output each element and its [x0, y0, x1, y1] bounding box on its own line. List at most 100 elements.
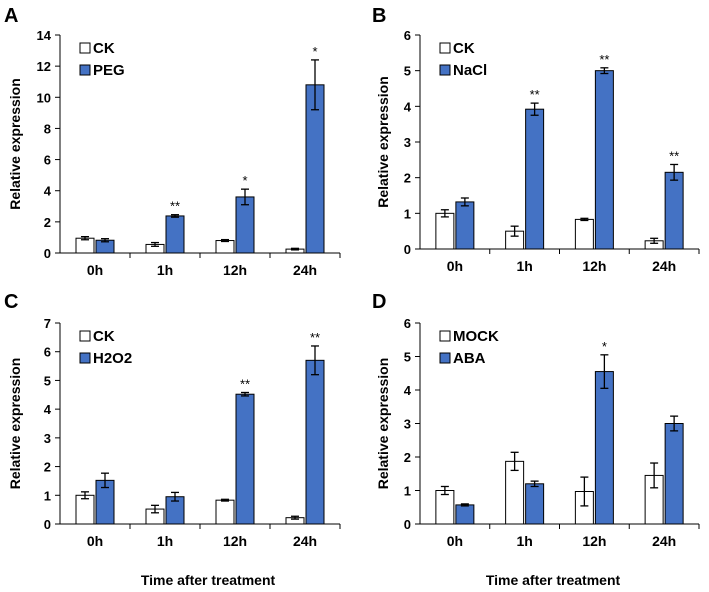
y-tick-label: 0: [44, 517, 51, 532]
y-tick-label: 10: [37, 90, 51, 105]
bar-ck-0h: [75, 494, 95, 525]
y-tick-label: 6: [404, 28, 411, 43]
x-category-label: 1h: [516, 258, 532, 274]
bar-ck-12h: [215, 499, 235, 525]
y-tick-label: 4: [44, 402, 52, 417]
y-tick-label: 3: [44, 431, 51, 446]
y-tick-label: 2: [404, 450, 411, 465]
x-category-label: 0h: [87, 262, 103, 278]
x-category-label: 0h: [87, 533, 103, 549]
legend-label-ck: CK: [93, 40, 115, 57]
x-axis-title-left: Time after treatment: [141, 572, 276, 588]
bar-h2o2-12h: [235, 393, 255, 525]
x-axis-title-right: Time after treatment: [486, 572, 621, 588]
x-category-label: 24h: [652, 258, 676, 274]
bar-h2o2-24h: [305, 359, 325, 525]
y-tick-label: 5: [404, 350, 411, 365]
panel-b: B Relative expression 0 1 2 3 4 5 6 0h 1h ** 12h ** 24…: [372, 5, 700, 274]
y-tick-label: 1: [404, 206, 411, 221]
x-category-label: 24h: [652, 533, 676, 549]
significance-marker: **: [669, 148, 679, 163]
y-tick-label: 6: [44, 345, 51, 360]
x-category-label: 1h: [157, 533, 173, 549]
y-tick-label: 5: [44, 373, 51, 388]
legend-swatch-aba: [439, 352, 451, 364]
legend-swatch-h2o2: [79, 352, 91, 364]
legend-label-aba: ABA: [453, 350, 486, 367]
y-tick-label: 2: [44, 460, 51, 475]
bar-nacl-12h: [594, 70, 614, 250]
legend-label-ck: CK: [93, 328, 115, 345]
panel-c-letter: C: [4, 291, 18, 313]
bar-nacl-24h: [664, 171, 684, 250]
bar-ck-0h: [435, 212, 455, 250]
bar-ck-0h: [75, 237, 95, 254]
bar-aba-1h: [525, 483, 545, 525]
y-tick-label: 4: [404, 383, 412, 398]
legend-swatch-nacl: [439, 64, 451, 76]
y-axis-label: Relative expression: [7, 78, 23, 210]
y-tick-label: 0: [404, 517, 411, 532]
y-axis-label: Relative expression: [375, 76, 391, 208]
y-tick-label: 4: [44, 184, 52, 199]
y-tick-label: 14: [37, 28, 52, 43]
significance-marker: *: [242, 173, 247, 188]
legend-swatch-ck: [439, 42, 451, 54]
panel-c: C Relative expression 0 1 2 3 4 5 6 7 0h 1h 12h ** 24h…: [4, 291, 341, 549]
legend-label-mock: MOCK: [453, 328, 499, 345]
significance-marker: **: [599, 52, 609, 67]
legend-swatch-ck: [79, 42, 91, 54]
y-axis-label: Relative expression: [375, 358, 391, 490]
legend-label-ck: CK: [453, 40, 475, 57]
x-category-label: 12h: [582, 258, 606, 274]
y-tick-label: 8: [44, 121, 51, 136]
y-tick-label: 6: [44, 153, 51, 168]
panel-b-letter: B: [372, 5, 386, 27]
x-category-label: 1h: [157, 262, 173, 278]
panel-a-letter: A: [4, 5, 18, 27]
x-category-label: 24h: [293, 262, 317, 278]
x-category-label: 0h: [447, 258, 463, 274]
bar-peg-1h: [165, 215, 185, 254]
bar-ck-12h: [574, 218, 594, 250]
bar-aba-24h: [664, 423, 684, 525]
significance-marker: *: [312, 44, 317, 59]
significance-marker: **: [530, 87, 540, 102]
y-tick-label: 3: [404, 417, 411, 432]
bar-aba-12h: [594, 371, 614, 525]
bar-ck-12h: [215, 240, 235, 254]
significance-marker: **: [310, 330, 320, 345]
x-category-label: 12h: [223, 262, 247, 278]
legend-label-peg: PEG: [93, 62, 125, 79]
y-tick-label: 5: [404, 64, 411, 79]
bar-aba-0h: [455, 504, 475, 525]
bar-mock-0h: [435, 490, 455, 525]
y-tick-label: 7: [44, 316, 51, 331]
y-tick-label: 4: [404, 99, 412, 114]
x-category-label: 12h: [582, 533, 606, 549]
y-axis-label: Relative expression: [7, 358, 23, 490]
y-tick-label: 0: [404, 242, 411, 257]
x-category-label: 0h: [447, 533, 463, 549]
y-tick-label: 12: [37, 59, 51, 74]
panel-d: D Relative expression 0 1 2 3 4 5 6 0h 1h 12h * 24h MO…: [372, 291, 700, 549]
x-category-label: 12h: [223, 533, 247, 549]
legend-swatch-mock: [439, 330, 451, 342]
legend-label-nacl: NaCl: [453, 62, 487, 79]
legend-swatch-peg: [79, 64, 91, 76]
y-tick-label: 1: [44, 488, 51, 503]
significance-marker: **: [170, 199, 180, 214]
y-tick-label: 2: [44, 215, 51, 230]
bar-nacl-1h: [525, 108, 545, 250]
y-tick-label: 3: [404, 135, 411, 150]
y-tick-label: 0: [44, 246, 51, 261]
legend-label-h2o2: H2O2: [93, 350, 132, 367]
legend-swatch-ck: [79, 330, 91, 342]
bar-nacl-0h: [455, 201, 475, 250]
x-category-label: 24h: [293, 533, 317, 549]
y-tick-label: 1: [404, 484, 411, 499]
x-category-label: 1h: [516, 533, 532, 549]
panel-d-letter: D: [372, 291, 386, 313]
